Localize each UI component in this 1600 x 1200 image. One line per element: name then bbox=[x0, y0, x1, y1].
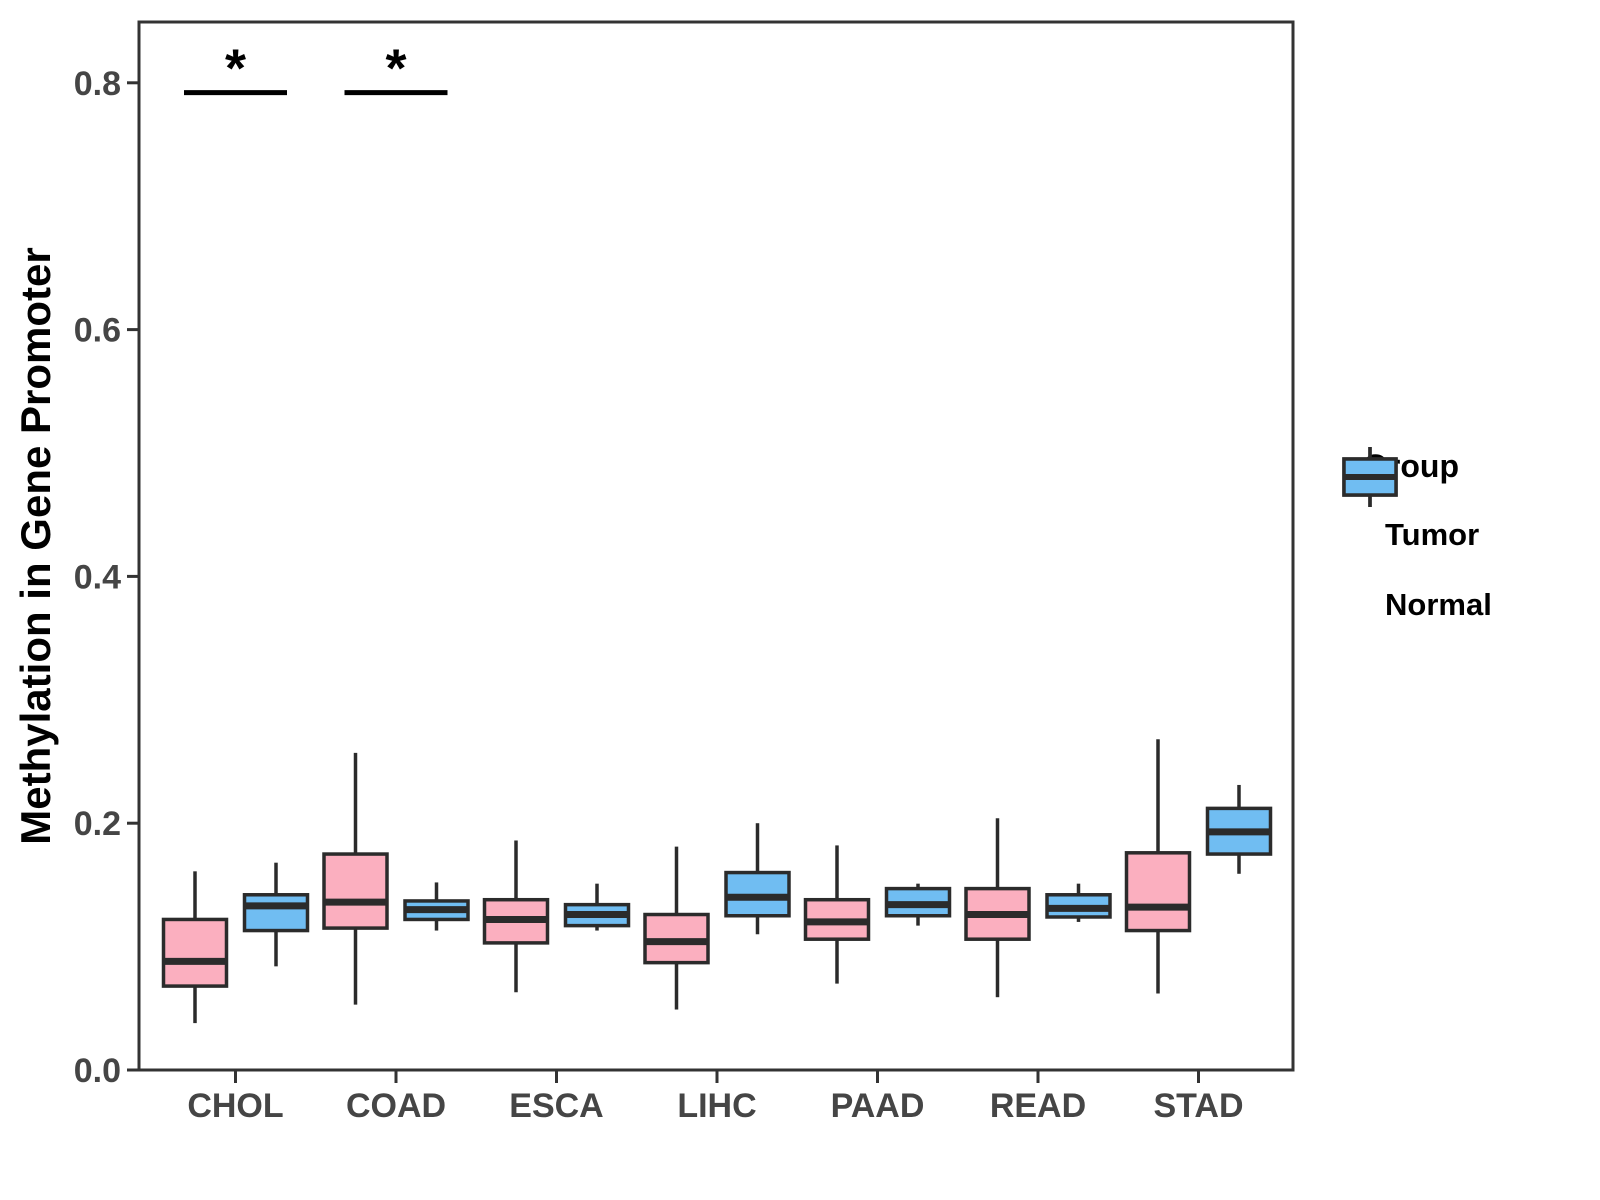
x-tick-label-COAD: COAD bbox=[346, 1087, 446, 1125]
boxplot-COAD-tumor-box bbox=[322, 852, 389, 930]
x-tick-label-STAD: STAD bbox=[1153, 1087, 1243, 1125]
significance-star-CHOL: * bbox=[225, 39, 246, 99]
legend-item-normal: Normal bbox=[1340, 447, 1590, 640]
panel-border bbox=[137, 20, 1295, 1072]
boxplot-CHOL-normal-box bbox=[242, 893, 310, 933]
normal-boxplot-glyph-icon bbox=[1342, 447, 1398, 507]
boxplot-STAD-tumor-box bbox=[1124, 851, 1192, 933]
y-tick-label: 0.6 bbox=[74, 312, 121, 350]
y-tick-label: 0.4 bbox=[74, 558, 121, 596]
y-tick-label: 0.2 bbox=[74, 805, 121, 843]
y-tick-label: 0.0 bbox=[74, 1052, 121, 1090]
x-tick-label-PAAD: PAAD bbox=[831, 1087, 925, 1125]
legend-item-tumor: Tumor bbox=[1340, 447, 1590, 570]
y-axis-title: Methylation in Gene Promoter bbox=[12, 247, 59, 845]
boxplot-CHOL-tumor-box bbox=[161, 917, 229, 988]
x-tick-label-READ: READ bbox=[990, 1087, 1086, 1125]
x-tick-label-LIHC: LIHC bbox=[677, 1087, 756, 1125]
significance-star-COAD: * bbox=[385, 39, 406, 99]
x-tick-label-CHOL: CHOL bbox=[187, 1087, 283, 1125]
x-tick-label-ESCA: ESCA bbox=[509, 1087, 603, 1125]
legend-label-normal: Normal bbox=[1385, 587, 1492, 622]
legend: Group Tumor Normal bbox=[1340, 444, 1590, 640]
y-tick-label: 0.8 bbox=[74, 65, 121, 103]
legend-label-tumor: Tumor bbox=[1385, 517, 1480, 552]
